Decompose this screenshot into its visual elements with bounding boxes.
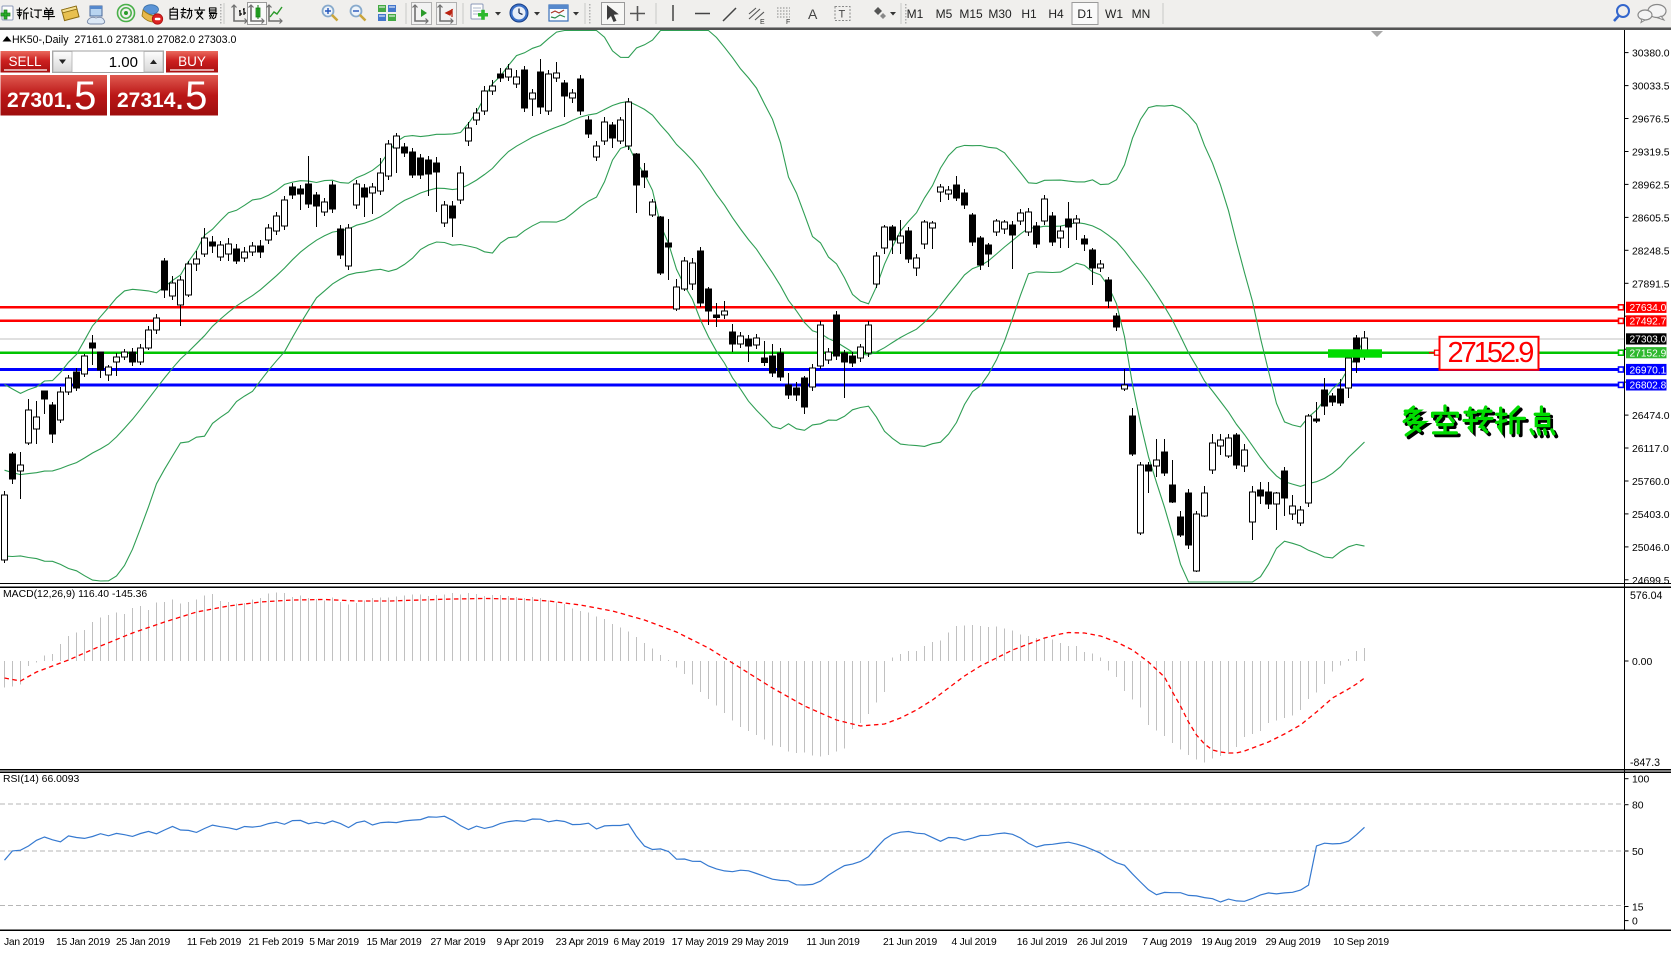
- svg-text:MN: MN: [1132, 7, 1151, 21]
- svg-text:27303.0: 27303.0: [1630, 335, 1667, 346]
- svg-text:15 Jan 2019: 15 Jan 2019: [56, 937, 110, 948]
- svg-text:W1: W1: [1105, 7, 1123, 21]
- svg-text:M5: M5: [936, 7, 953, 21]
- svg-text:10 Sep 2019: 10 Sep 2019: [1333, 937, 1389, 948]
- svg-text:27152.9: 27152.9: [1448, 337, 1534, 369]
- svg-text:5 Mar 2019: 5 Mar 2019: [309, 937, 359, 948]
- svg-text:25403.0: 25403.0: [1632, 510, 1670, 521]
- svg-text:0: 0: [1632, 917, 1638, 928]
- svg-text:30380.0: 30380.0: [1632, 49, 1670, 60]
- svg-text:100: 100: [1632, 775, 1650, 786]
- svg-text:SELL: SELL: [8, 54, 42, 69]
- svg-text:26 Jul 2019: 26 Jul 2019: [1077, 937, 1128, 948]
- svg-text:M1: M1: [907, 7, 924, 21]
- svg-text:21 Jun 2019: 21 Jun 2019: [883, 937, 937, 948]
- svg-text:E: E: [760, 19, 765, 26]
- svg-text:F: F: [786, 19, 790, 26]
- svg-text:27152.9: 27152.9: [1630, 349, 1667, 360]
- svg-text:27492.7: 27492.7: [1630, 317, 1667, 328]
- svg-text:11 Feb 2019: 11 Feb 2019: [187, 937, 242, 948]
- svg-text:11 Jun 2019: 11 Jun 2019: [806, 937, 860, 948]
- svg-text:4 Jul 2019: 4 Jul 2019: [951, 937, 997, 948]
- svg-text:27314: 27314: [117, 89, 176, 112]
- svg-text:15: 15: [1632, 903, 1644, 914]
- svg-text:.5: .5: [174, 74, 207, 118]
- svg-text:29 Aug 2019: 29 Aug 2019: [1265, 937, 1321, 948]
- svg-text:7 Aug 2019: 7 Aug 2019: [1142, 937, 1192, 948]
- svg-text:1.00: 1.00: [109, 54, 138, 71]
- svg-text:0.00: 0.00: [1632, 657, 1652, 668]
- svg-text:16 Jul 2019: 16 Jul 2019: [1017, 937, 1068, 948]
- svg-text:H4: H4: [1048, 7, 1064, 21]
- svg-text:15 Mar 2019: 15 Mar 2019: [366, 937, 422, 948]
- svg-text:28248.5: 28248.5: [1632, 246, 1670, 257]
- svg-text:80: 80: [1632, 801, 1644, 812]
- svg-text:27634.0: 27634.0: [1630, 303, 1667, 314]
- svg-text:26802.8: 26802.8: [1630, 381, 1667, 392]
- svg-text:M30: M30: [988, 7, 1012, 21]
- svg-text:26970.1: 26970.1: [1630, 365, 1667, 376]
- svg-text:19 Aug 2019: 19 Aug 2019: [1201, 937, 1257, 948]
- svg-text:HK50-,Daily 27161.0 27381.0 2: HK50-,Daily 27161.0 27381.0 27082.0 2730…: [12, 34, 237, 46]
- svg-text:MACD(12,26,9) 116.40 -145.36: MACD(12,26,9) 116.40 -145.36: [3, 589, 147, 600]
- svg-text:25 Jan 2019: 25 Jan 2019: [116, 937, 170, 948]
- svg-text:50: 50: [1632, 847, 1644, 858]
- svg-text:576.04: 576.04: [1630, 590, 1663, 602]
- svg-text:T: T: [839, 9, 846, 21]
- svg-text:H1: H1: [1021, 7, 1037, 21]
- svg-text:28605.5: 28605.5: [1632, 213, 1670, 224]
- svg-text:D1: D1: [1077, 7, 1093, 21]
- svg-text:.5: .5: [63, 74, 96, 118]
- svg-text:25760.0: 25760.0: [1632, 477, 1670, 488]
- svg-text:-847.3: -847.3: [1630, 757, 1660, 769]
- svg-text:Jan 2019: Jan 2019: [4, 937, 45, 948]
- svg-text:29676.5: 29676.5: [1632, 115, 1670, 126]
- svg-text:27891.5: 27891.5: [1632, 279, 1670, 290]
- svg-text:RSI(14) 66.0093: RSI(14) 66.0093: [3, 774, 79, 785]
- svg-text:M15: M15: [959, 7, 983, 21]
- svg-text:A: A: [808, 6, 818, 22]
- svg-text:28962.5: 28962.5: [1632, 180, 1670, 191]
- svg-text:6 May 2019: 6 May 2019: [613, 937, 665, 948]
- svg-text:27 Mar 2019: 27 Mar 2019: [430, 937, 486, 948]
- svg-text:25046.0: 25046.0: [1632, 543, 1670, 554]
- svg-text:29319.5: 29319.5: [1632, 148, 1670, 159]
- svg-text:BUY: BUY: [178, 54, 206, 69]
- svg-text:9 Apr 2019: 9 Apr 2019: [496, 937, 544, 948]
- svg-text:21 Feb 2019: 21 Feb 2019: [248, 937, 304, 948]
- svg-text:27301: 27301: [7, 89, 66, 112]
- svg-text:17 May 2019: 17 May 2019: [672, 937, 729, 948]
- svg-text:24699.5: 24699.5: [1632, 576, 1670, 587]
- svg-text:30033.5: 30033.5: [1632, 82, 1670, 93]
- svg-text:26474.0: 26474.0: [1632, 411, 1670, 422]
- svg-text:29 May 2019: 29 May 2019: [732, 937, 789, 948]
- svg-text:26117.0: 26117.0: [1632, 444, 1669, 455]
- svg-text:23 Apr 2019: 23 Apr 2019: [556, 937, 609, 948]
